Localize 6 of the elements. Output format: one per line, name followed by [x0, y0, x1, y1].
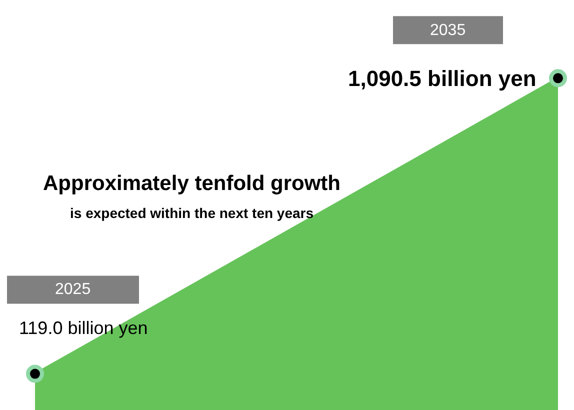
text: Approximately tenfold growth	[43, 172, 341, 195]
text: is expected within the next ten years	[70, 205, 314, 221]
x-tick-label: 2025	[55, 281, 91, 298]
x-tick-label: 2035	[430, 22, 466, 39]
data-label: 1,090.5 billion yen	[348, 66, 536, 91]
data-label: 119.0 billion yen	[19, 318, 148, 338]
